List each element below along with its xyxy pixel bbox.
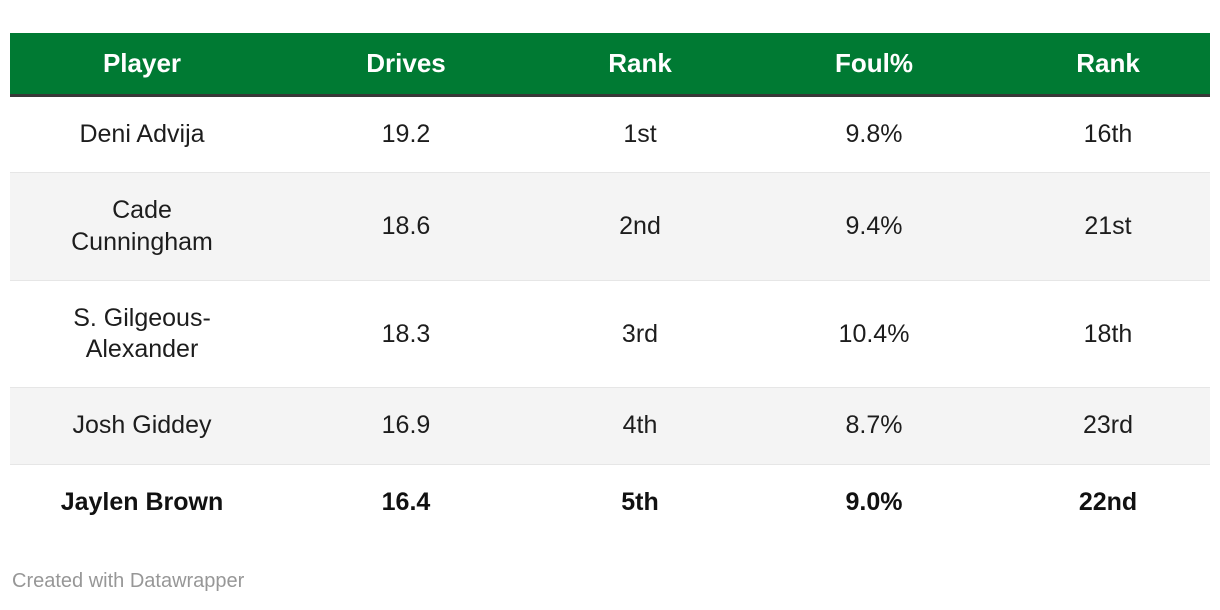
cell-foul-pct: 10.4% [742,279,1006,388]
table-row: Josh Giddey 16.9 4th 8.7% 23rd [10,387,1210,465]
cell-foul-rank: 21st [1006,172,1210,281]
column-header-drives: Drives [274,33,538,98]
cell-player: Josh Giddey [10,387,274,465]
attribution: Created with Datawrapper [12,570,244,593]
table-row-highlighted: Jaylen Brown 16.4 5th 9.0% 22nd [10,463,1210,540]
column-header-foul-pct: Foul% [742,33,1006,98]
cell-foul-rank: 23rd [1006,387,1210,465]
cell-foul-rank: 16th [1083,120,1133,149]
cell-foul-rank: 22nd [1006,463,1210,540]
cell-drives-rank: 1st [623,120,657,149]
column-header-foul-rank: Rank [1006,33,1210,98]
cell-drives: 16.9 [274,387,538,465]
player-drives-table: Player Drives Rank Foul% Rank Deni Advij… [10,33,1210,540]
table-row: Cade Cunningham 18.6 2nd 9.4% 21st [10,172,1210,281]
table-row: S. Gilgeous- Alexander 18.3 3rd 10.4% 18… [10,279,1210,388]
cell-foul-rank: 18th [1006,279,1210,388]
cell-player: Deni Advija [79,120,205,149]
cell-drives-rank: 3rd [538,279,742,388]
cell-player: S. Gilgeous- Alexander [10,279,274,388]
cell-foul-pct: 8.7% [742,387,1006,465]
cell-drives-rank: 2nd [538,172,742,281]
column-header-player: Player [10,33,274,98]
datawrapper-credit-link[interactable]: Created with Datawrapper [12,570,245,592]
cell-foul-pct: 9.8% [845,120,903,149]
cell-drives: 18.3 [274,279,538,388]
cell-player: Cade Cunningham [10,172,274,281]
cell-player: Jaylen Brown [10,463,274,540]
cell-drives: 19.2 [381,120,431,149]
column-header-drives-rank: Rank [538,33,742,98]
cell-drives: 18.6 [274,172,538,281]
cell-drives-rank: 4th [538,387,742,465]
cell-foul-pct: 9.4% [742,172,1006,281]
table-header-row: Player Drives Rank Foul% Rank [10,33,1210,98]
cell-drives: 16.4 [274,463,538,540]
table-row: Deni Advija 19.2 1st 9.8% 16th [10,96,1210,173]
cell-drives-rank: 5th [538,463,742,540]
cell-foul-pct: 9.0% [742,463,1006,540]
